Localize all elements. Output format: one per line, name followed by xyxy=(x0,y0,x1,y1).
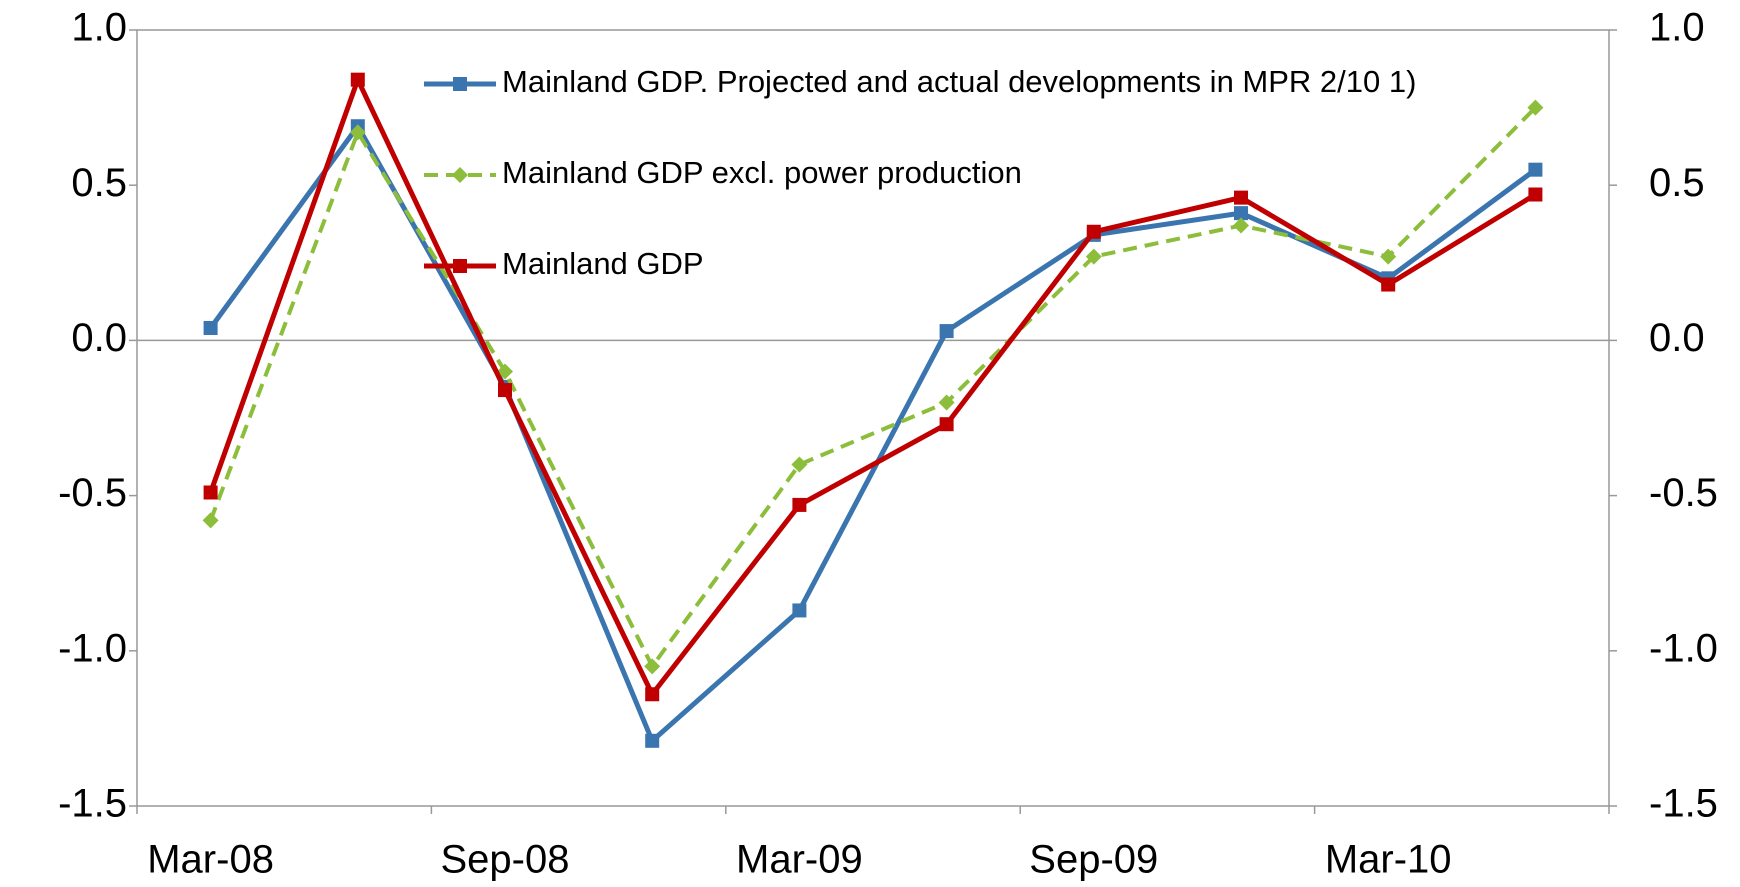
series-line xyxy=(208,77,1537,697)
series-marker xyxy=(939,417,954,432)
y-tick-label: -1.0 xyxy=(58,626,127,670)
y-tick-label: -0.5 xyxy=(58,471,127,515)
x-tick-label: Sep-08 xyxy=(441,838,570,882)
series-marker xyxy=(792,603,807,618)
legend-marker xyxy=(453,77,467,91)
plot-area xyxy=(136,29,1610,807)
series-marker xyxy=(349,124,366,141)
series-marker xyxy=(644,658,661,675)
series-line xyxy=(208,123,1537,744)
y-tick-label: 0.5 xyxy=(71,161,127,205)
legend-label: Mainland GDP xyxy=(502,246,704,281)
series-marker xyxy=(791,456,808,473)
y2-tick-label: 0.0 xyxy=(1649,316,1705,360)
series-marker xyxy=(1528,162,1543,177)
y2-tick-label: -1.5 xyxy=(1649,782,1718,826)
series-marker xyxy=(1527,99,1544,116)
y2-tick-label: 1.0 xyxy=(1649,6,1705,50)
legend-marker xyxy=(453,259,467,273)
x-tick-label: Mar-10 xyxy=(1325,838,1452,882)
legend-marker xyxy=(452,167,468,183)
series-line xyxy=(208,106,1537,669)
series-marker xyxy=(1381,277,1396,292)
series-marker xyxy=(938,394,955,411)
legend-label: Mainland GDP excl. power production xyxy=(502,155,1022,190)
legend-label: Mainland GDP. Projected and actual devel… xyxy=(502,64,1416,99)
y-tick-label: 1.0 xyxy=(71,6,127,50)
series-marker xyxy=(645,733,660,748)
series-marker xyxy=(1380,248,1397,265)
series-marker xyxy=(350,72,365,87)
x-tick-label: Mar-09 xyxy=(736,838,863,882)
y-tick-label: -1.5 xyxy=(58,782,127,826)
series-marker xyxy=(792,497,807,512)
x-tick-label: Sep-09 xyxy=(1029,838,1158,882)
series-marker xyxy=(1528,187,1543,202)
y-tick-label: 0.0 xyxy=(71,316,127,360)
series-marker xyxy=(939,324,954,339)
series-marker xyxy=(498,383,512,398)
series-marker xyxy=(203,320,218,335)
series-marker xyxy=(203,485,218,500)
series-marker xyxy=(645,687,660,702)
series-marker xyxy=(1233,217,1249,234)
series-marker xyxy=(202,512,219,529)
series-marker xyxy=(1234,206,1248,221)
x-tick-label: Mar-08 xyxy=(147,838,274,882)
series-marker xyxy=(1086,224,1101,239)
y2-tick-label: 0.5 xyxy=(1649,161,1705,205)
series-marker xyxy=(1234,190,1248,205)
series-marker xyxy=(497,363,513,380)
y2-tick-label: -1.0 xyxy=(1649,626,1718,670)
y2-tick-label: -0.5 xyxy=(1649,471,1718,515)
series-marker xyxy=(1085,248,1102,265)
